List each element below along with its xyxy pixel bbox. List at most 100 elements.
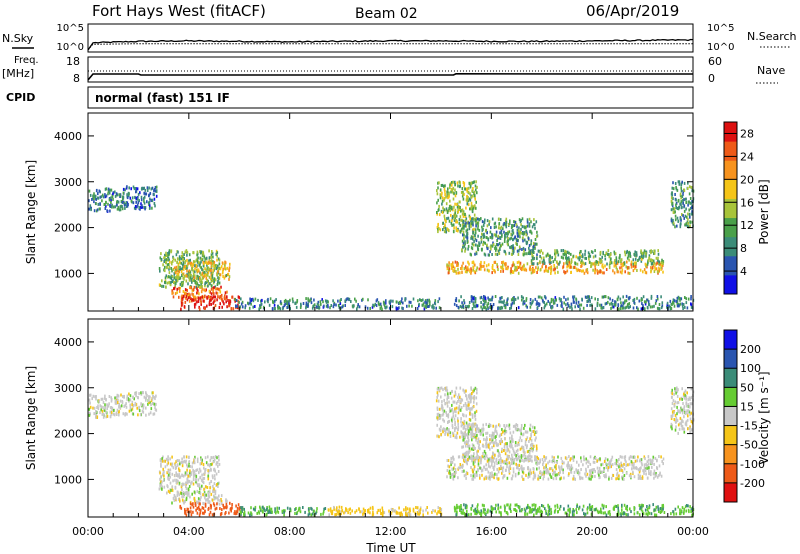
power-cell: [351, 304, 354, 308]
power-cell: [503, 299, 505, 303]
power-cell: [273, 303, 276, 307]
power-cell: [687, 187, 689, 190]
power-cell: [207, 279, 209, 283]
velocity-cell: [276, 509, 279, 513]
power-cell: [491, 295, 494, 299]
velocity-cell: [116, 401, 119, 404]
power-cell: [638, 257, 640, 261]
power-cell: [462, 261, 464, 265]
velocity-cell: [203, 511, 205, 515]
velocity-cell: [174, 467, 177, 470]
velocity-cell: [458, 408, 460, 412]
power-cell: [581, 253, 584, 257]
velocity-cell: [492, 453, 494, 457]
power-cell: [184, 261, 186, 265]
power-cell: [508, 222, 511, 225]
power-cell: [503, 249, 506, 253]
power-cell: [639, 268, 642, 272]
velocity-cell: [662, 462, 664, 466]
power-cell: [534, 297, 537, 301]
power-cell: [676, 296, 679, 300]
velocity-cell: [132, 412, 135, 416]
power-cell: [468, 224, 470, 227]
velocity-cell: [167, 473, 170, 477]
velocity-cell: [187, 510, 189, 514]
velocity-cell: [500, 457, 502, 461]
power-cell: [222, 300, 224, 304]
power-cell: [594, 269, 596, 273]
velocity-cell: [158, 487, 161, 491]
velocity-cell: [579, 477, 581, 481]
power-cell: [93, 192, 95, 196]
velocity-cell: [362, 507, 365, 511]
power-cell: [168, 267, 170, 271]
velocity-cell: [465, 428, 467, 431]
power-cell: [544, 303, 547, 307]
velocity-cell: [307, 513, 310, 517]
power-cell: [151, 199, 154, 203]
power-cell: [467, 244, 470, 248]
power-cell: [263, 305, 265, 309]
power-cell: [419, 298, 421, 302]
power-cell: [627, 254, 630, 258]
power-cell: [521, 217, 524, 221]
velocity-cell: [437, 510, 439, 514]
power-cell: [447, 216, 450, 220]
velocity-cell: [341, 509, 344, 513]
power-cell: [565, 261, 567, 265]
velocity-cell: [436, 395, 438, 399]
power-cell: [565, 298, 567, 302]
power-cell: [313, 303, 316, 307]
power-cell: [422, 298, 424, 302]
velocity-cell: [218, 494, 220, 498]
velocity-cell: [534, 475, 536, 479]
velocity-cell: [482, 452, 484, 455]
power-cell: [450, 181, 453, 184]
power-cell: [471, 181, 473, 185]
power-cell: [687, 225, 690, 229]
velocity-cell: [207, 469, 209, 473]
power-cell: [507, 230, 509, 234]
freq-panel: 18 8 60 0: [66, 55, 722, 85]
power-cell: [476, 304, 478, 308]
velocity-cell: [473, 397, 476, 401]
velocity-cell: [412, 507, 415, 511]
power-cell: [505, 267, 507, 271]
power-cell: [567, 260, 569, 264]
velocity-cell: [219, 499, 221, 503]
power-cell: [500, 225, 503, 229]
velocity-cell: [240, 506, 242, 509]
velocity-cell: [463, 419, 466, 423]
power-cell: [408, 300, 411, 304]
power-cell: [461, 267, 463, 271]
power-cell: [478, 267, 481, 271]
power-cell: [536, 230, 538, 234]
power-cell: [88, 189, 91, 193]
power-cell: [305, 301, 308, 305]
velocity-cell: [207, 500, 209, 504]
power-cell: [165, 285, 167, 289]
velocity-cell: [199, 462, 202, 466]
power-cell: [453, 266, 456, 270]
velocity-cell: [195, 500, 198, 504]
velocity-cell: [217, 464, 219, 468]
power-cell: [164, 256, 166, 260]
power-cell: [645, 271, 648, 275]
velocity-cell: [407, 512, 410, 516]
velocity-cell: [521, 470, 524, 474]
power-cell: [254, 297, 257, 301]
power-cell: [194, 270, 196, 274]
power-cell: [452, 180, 454, 184]
power-cell: [550, 271, 552, 275]
power-cell: [277, 304, 279, 308]
velocity-cell: [440, 406, 443, 410]
velocity-cell: [347, 511, 349, 515]
power-cell: [410, 300, 412, 304]
power-cell: [689, 220, 691, 224]
power-cell: [136, 197, 139, 201]
power-cell: [514, 268, 516, 272]
velocity-cell: [241, 507, 243, 511]
power-cell: [91, 198, 93, 201]
power-cell: [466, 189, 468, 193]
velocity-cell: [449, 407, 451, 411]
